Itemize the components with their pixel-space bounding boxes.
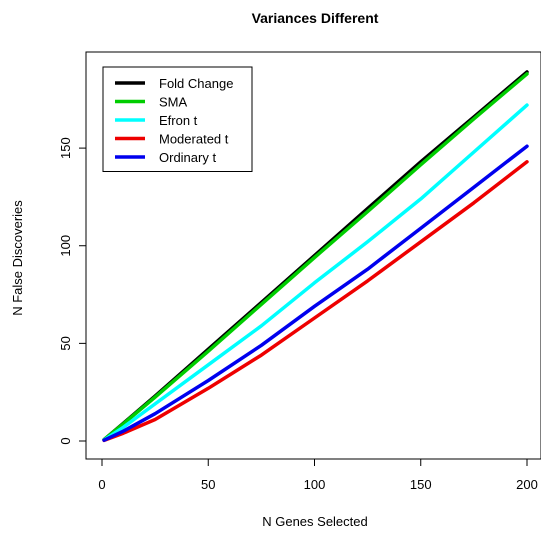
legend-entry-1: Fold Change — [159, 76, 233, 91]
legend-entry-5: Ordinary t — [159, 150, 216, 165]
y-axis: 0 50 100 150 — [58, 137, 87, 445]
series-line-3 — [102, 103, 529, 442]
x-axis: 0 50 100 150 200 — [98, 458, 538, 492]
legend-entry-4: Moderated t — [159, 132, 229, 147]
x-tick-label: 0 — [98, 477, 105, 492]
y-tick-label: 0 — [58, 437, 73, 444]
legend: Fold Change SMA Efron t Moderated t Ordinary… — [102, 66, 253, 172]
chart-title: Variances Different — [252, 10, 379, 26]
x-tick-label: 150 — [410, 477, 432, 492]
y-tick-label: 50 — [58, 336, 73, 350]
series-line-5 — [102, 144, 529, 442]
x-tick-label: 200 — [516, 477, 538, 492]
x-axis-label: N Genes Selected — [262, 514, 368, 529]
x-tick-label: 100 — [304, 477, 326, 492]
series-line-2 — [102, 72, 529, 442]
y-axis-label: N False Discoveries — [10, 200, 25, 316]
legend-entry-2: SMA — [159, 95, 188, 110]
y-tick-label: 150 — [58, 137, 73, 159]
x-tick-label: 50 — [201, 477, 215, 492]
legend-entry-3: Efron t — [159, 113, 198, 128]
plot-lines — [102, 70, 529, 443]
series-line-4 — [102, 160, 529, 443]
y-tick-label: 100 — [58, 235, 73, 257]
